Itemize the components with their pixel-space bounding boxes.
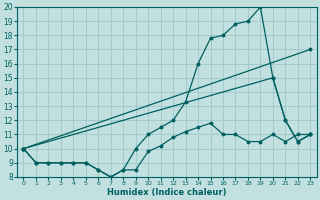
X-axis label: Humidex (Indice chaleur): Humidex (Indice chaleur) <box>107 188 227 197</box>
